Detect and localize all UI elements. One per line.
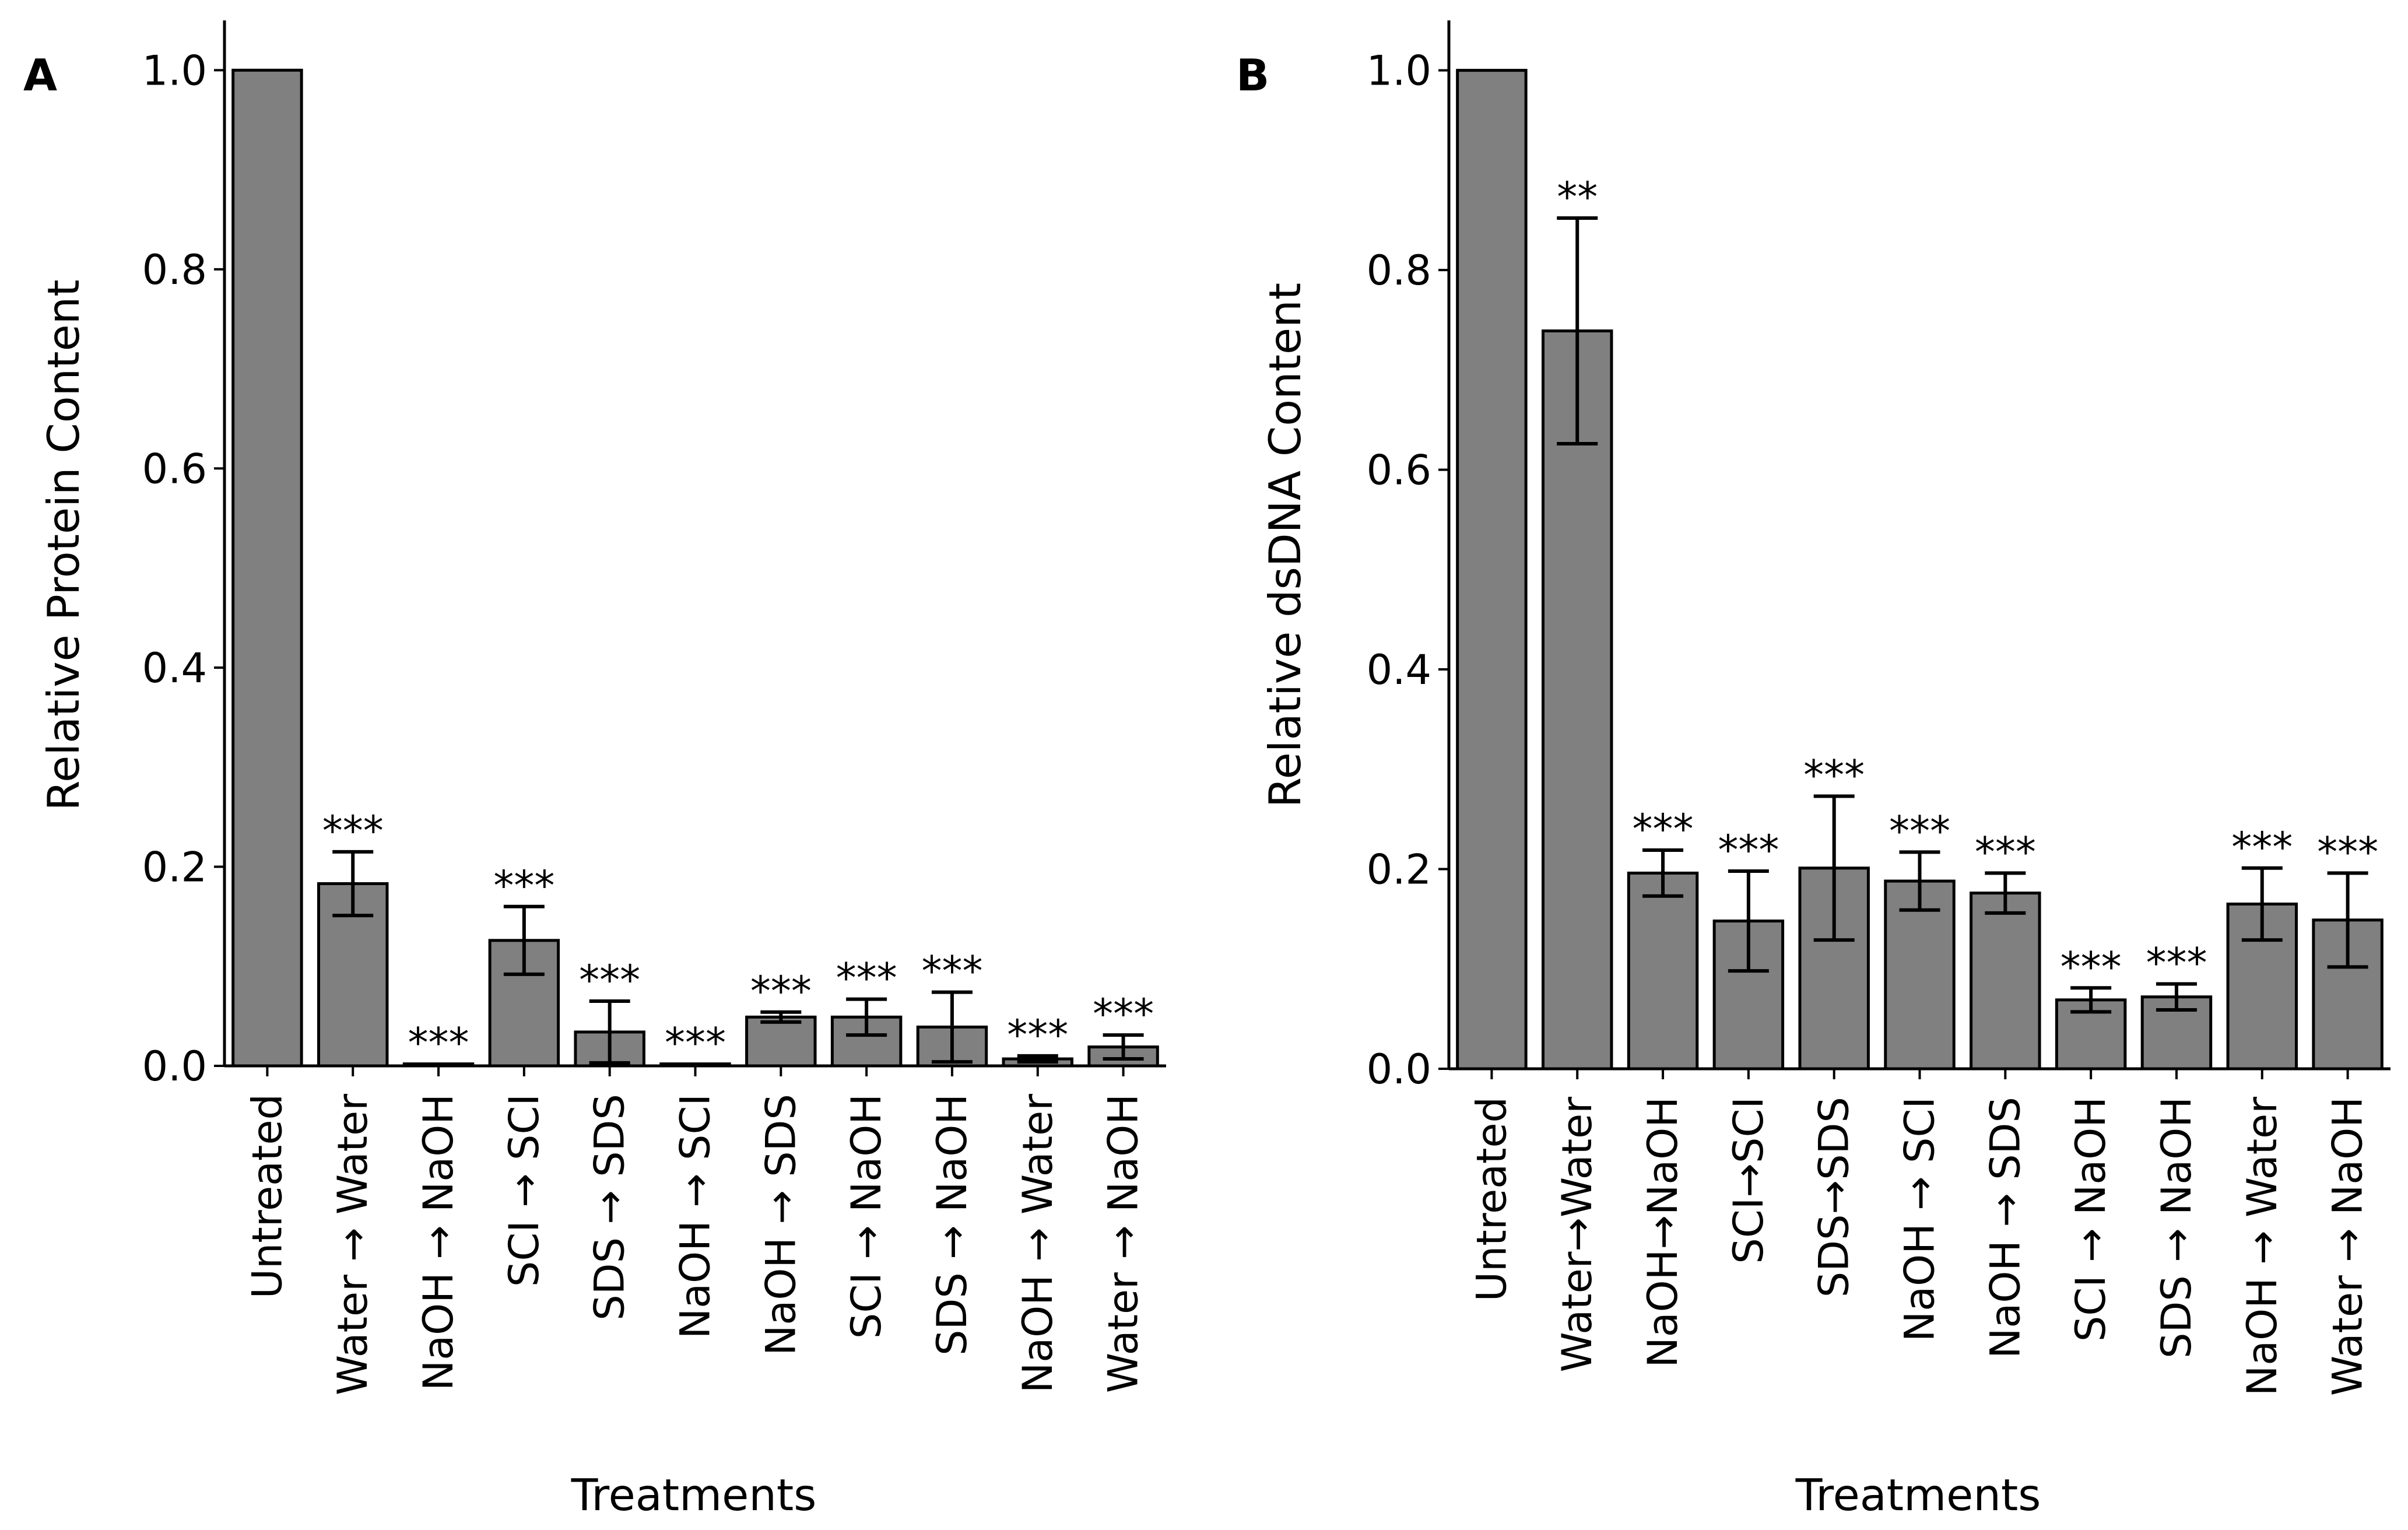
y-tick-label: 0.0 (142, 1043, 207, 1090)
category-label: Water → NaOH (2324, 1097, 2372, 1396)
category-label: Untreated (243, 1094, 291, 1299)
bar (659, 1062, 731, 1068)
y-tick-label: 0.2 (142, 843, 207, 891)
category-label: NaOH → SDS (757, 1094, 805, 1356)
significance-label: *** (1975, 828, 2036, 876)
panel-label: B (1236, 50, 1269, 101)
y-tick-label: 1.0 (1367, 47, 1431, 95)
y-tick-label: 0.4 (1367, 646, 1431, 694)
bar (402, 1062, 475, 1068)
significance-label: *** (322, 807, 384, 855)
y-tick-label: 0.8 (1367, 247, 1431, 294)
y-tick-label: 0.4 (142, 644, 207, 692)
bar (231, 68, 303, 1068)
bar (1542, 329, 1613, 1071)
category-label: NaOH → NaOH (415, 1094, 462, 1391)
bar (1884, 879, 1956, 1071)
significance-label: *** (750, 967, 812, 1015)
significance-label: *** (921, 948, 982, 995)
y-tick-label: 0.6 (142, 445, 207, 493)
bar (1456, 69, 1528, 1071)
significance-label: *** (1093, 990, 1154, 1038)
y-axis-title: Relative Protein Content (38, 279, 89, 810)
x-axis-title: Treatments (571, 1469, 817, 1521)
category-label: NaOH → Water (1014, 1094, 1062, 1393)
significance-label: *** (2146, 939, 2207, 987)
category-label: Untreated (1468, 1097, 1515, 1301)
category-label: NaOH → Water (2238, 1097, 2286, 1396)
y-tick-label: 0.2 (1367, 846, 1431, 894)
category-label: SCI → NaOH (2067, 1097, 2115, 1342)
category-label: NaOH→NaOH (1639, 1097, 1687, 1368)
category-label: Water → NaOH (1100, 1094, 1147, 1393)
significance-label: *** (579, 956, 640, 1004)
significance-label: *** (1718, 826, 1779, 874)
significance-label: *** (2231, 823, 2293, 871)
significance-label: *** (665, 1019, 726, 1067)
category-label: SCI → NaOH (843, 1094, 890, 1339)
category-label: NaOH → SCI (672, 1094, 719, 1339)
category-label: SDS → NaOH (928, 1094, 976, 1356)
y-tick-label: 0.8 (142, 246, 207, 294)
significance-label: *** (836, 955, 897, 1002)
y-tick-label: 1.0 (142, 47, 207, 94)
category-label: NaOH → SDS (1981, 1097, 2029, 1359)
category-label: Water → Water (329, 1094, 377, 1395)
significance-label: *** (2061, 943, 2122, 991)
significance-label: *** (1803, 752, 1865, 799)
y-tick-label: 0.0 (1367, 1045, 1431, 1093)
bar (745, 1015, 817, 1068)
category-label: SDS→SDS (1810, 1097, 1858, 1297)
category-label: SDS → SDS (586, 1094, 634, 1321)
significance-label: *** (1633, 805, 1694, 853)
significance-label: *** (2317, 828, 2378, 876)
significance-label: *** (408, 1019, 469, 1067)
y-tick-label: 0.6 (1367, 447, 1431, 494)
category-label: SCI → SCI (500, 1094, 548, 1287)
category-label: NaOH → SCI (1896, 1097, 1944, 1342)
category-label: SDS → NaOH (2153, 1097, 2200, 1359)
bar (1970, 892, 2041, 1071)
panel-label: A (23, 50, 57, 101)
panel-b: B Relative dsDNA Content Treatments 0.0 0… (1236, 20, 2391, 1521)
x-axis-title: Treatments (1795, 1469, 2041, 1521)
significance-label: *** (1889, 807, 1950, 855)
category-label: Water→Water (1553, 1097, 1601, 1373)
significance-label: *** (1007, 1011, 1068, 1059)
bar (1627, 871, 1699, 1071)
significance-label: ** (1557, 173, 1598, 221)
category-label: SCI→SCI (1725, 1097, 1772, 1264)
significance-label: *** (493, 862, 554, 910)
y-axis-title: Relative dsDNA Content (1259, 283, 1311, 808)
panel-a: A Relative Protein Content Treatments 0.… (23, 20, 1166, 1521)
